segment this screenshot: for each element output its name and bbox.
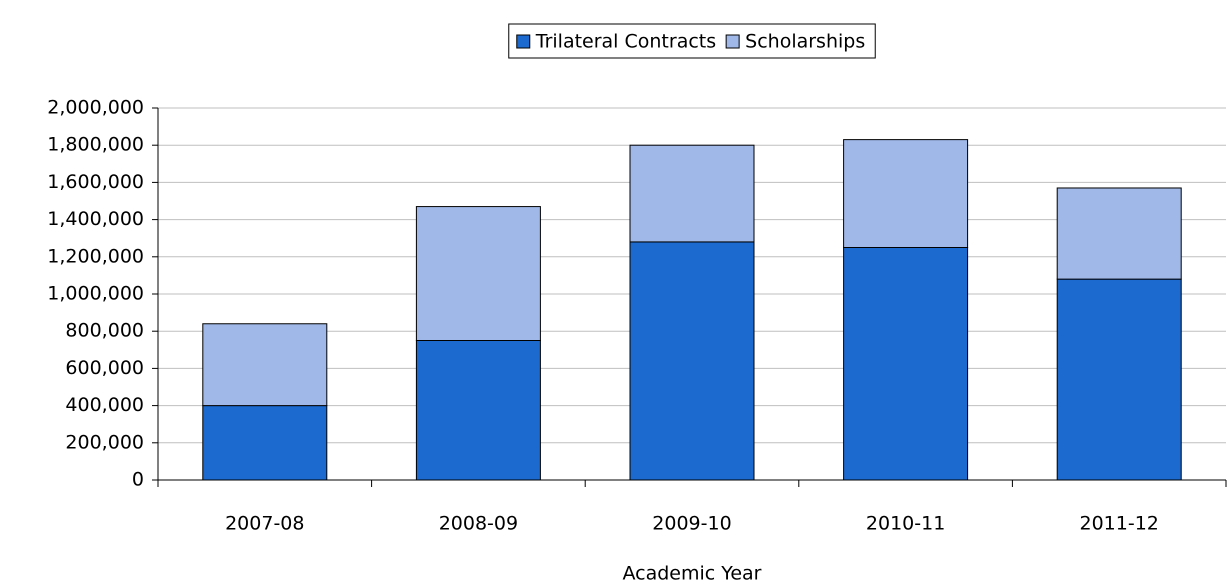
x-tick-label: 2010-11	[866, 513, 945, 535]
y-tick-label: 1,200,000	[47, 245, 144, 267]
legend-label: Trilateral Contracts	[535, 31, 716, 53]
legend-label: Scholarships	[745, 31, 865, 53]
bar-segment	[1056, 187, 1182, 280]
y-tick-label: 200,000	[65, 431, 144, 453]
bar-segment	[415, 206, 541, 341]
y-tick-label: 2,000,000	[47, 97, 144, 119]
x-tick-label: 2009-10	[652, 513, 731, 535]
y-tick-label: 1,800,000	[47, 134, 144, 156]
x-tick-label: 2007-08	[225, 513, 304, 535]
y-tick-label: 400,000	[65, 394, 144, 416]
bar-segment	[1056, 278, 1182, 481]
y-tick-label: 800,000	[65, 320, 144, 342]
legend-box	[508, 23, 876, 59]
x-axis-title: Academic Year	[622, 563, 761, 585]
bar-segment	[629, 241, 755, 481]
y-tick-label: 0	[132, 469, 144, 491]
legend-swatch	[725, 34, 740, 49]
bar-segment	[843, 139, 969, 248]
bar-segment	[202, 323, 328, 407]
y-tick-label: 600,000	[65, 357, 144, 379]
bar-segment	[629, 144, 755, 243]
bar-segment	[202, 405, 328, 481]
legend-swatch	[516, 34, 531, 49]
bar-segment	[415, 340, 541, 481]
y-tick-label: 1,600,000	[47, 171, 144, 193]
y-tick-label: 1,000,000	[47, 283, 144, 305]
x-tick-label: 2008-09	[439, 513, 518, 535]
bar-segment	[843, 247, 969, 481]
x-tick-label: 2011-12	[1080, 513, 1159, 535]
y-tick-label: 1,400,000	[47, 208, 144, 230]
